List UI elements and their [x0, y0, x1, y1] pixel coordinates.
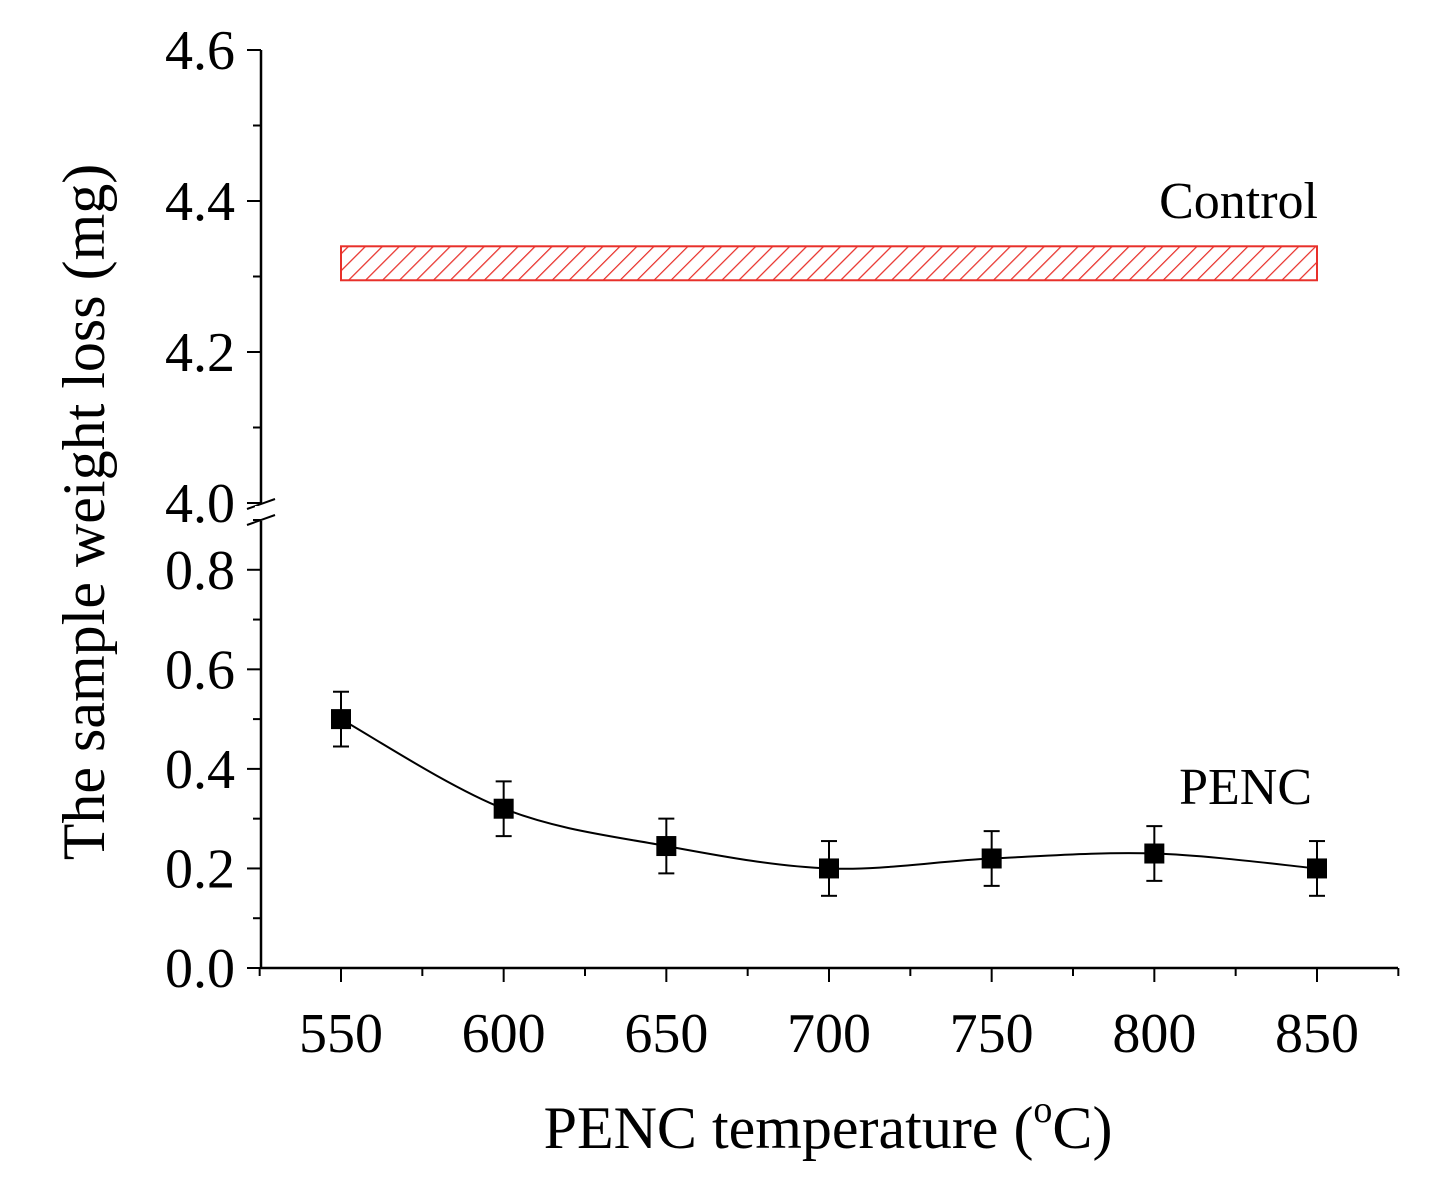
- x-tick-label: 650: [624, 1003, 708, 1065]
- data-point: [819, 858, 839, 879]
- x-tick-label: 600: [462, 1003, 546, 1065]
- data-point: [981, 848, 1002, 869]
- x-tick-label: 850: [1275, 1003, 1359, 1065]
- x-axis-title-superscript: o: [1033, 1089, 1052, 1131]
- y-lower-ticks: 0.0 0.2 0.4 0.6 0.8: [165, 519, 261, 1000]
- data-point: [1144, 843, 1165, 864]
- data-point: [331, 709, 351, 730]
- y-upper-ticks: 4.0 4.2 4.4 4.6: [165, 20, 261, 535]
- data-point: [656, 836, 677, 857]
- x-tick-label: 750: [950, 1003, 1034, 1065]
- x-tick-label: 700: [787, 1003, 871, 1065]
- x-ticks: 550 600 650 700 750 800 850: [258, 968, 1400, 1065]
- x-axis-title: PENC temperature (oC): [544, 1089, 1113, 1161]
- x-tick-label: 800: [1112, 1003, 1196, 1065]
- x-tick-label: 550: [299, 1003, 383, 1065]
- control-band: [340, 245, 1318, 282]
- y-lower-tick-label: 0.0: [165, 938, 235, 1000]
- control-label: Control: [1159, 173, 1318, 230]
- y-lower-tick-label: 0.2: [165, 838, 235, 900]
- y-upper-tick-label: 4.0: [165, 473, 235, 535]
- y-upper-tick-label: 4.4: [165, 171, 235, 233]
- y-axis-title: The sample weight loss (mg): [51, 164, 117, 861]
- data-point: [1307, 858, 1327, 879]
- data-point: [493, 798, 514, 819]
- y-lower-tick-label: 0.4: [165, 739, 235, 801]
- y-lower-tick-label: 0.8: [165, 540, 235, 602]
- y-lower-tick-label: 0.6: [165, 639, 235, 701]
- series-label-penc: PENC: [1179, 759, 1312, 816]
- series-points: [331, 709, 1327, 879]
- y-upper-tick-label: 4.2: [165, 322, 235, 384]
- y-upper-tick-label: 4.6: [165, 20, 235, 82]
